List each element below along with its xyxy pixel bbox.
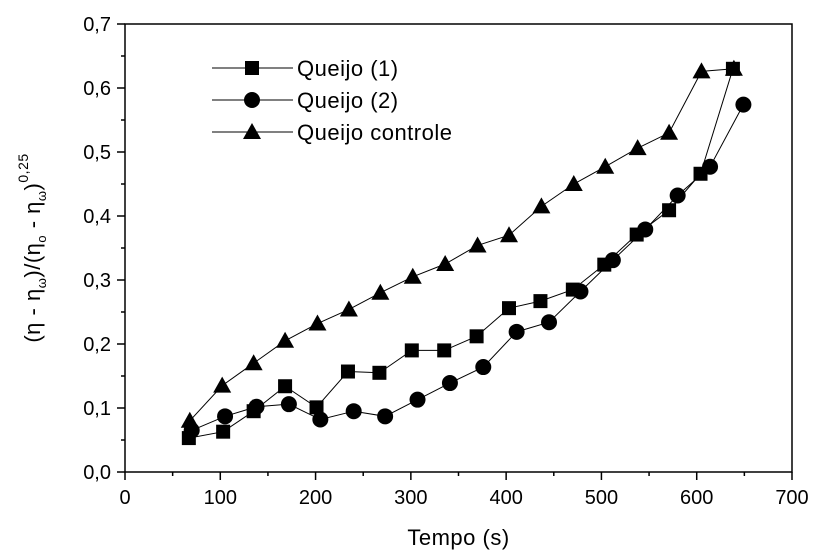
y-axis-title-part: )/(η xyxy=(20,243,45,278)
y-axis-title-part: (η - η xyxy=(20,288,45,342)
triangle-marker xyxy=(628,139,647,156)
circle-marker xyxy=(377,408,394,425)
triangle-marker xyxy=(532,197,551,214)
square-marker xyxy=(245,61,259,75)
triangle-marker xyxy=(724,59,743,76)
triangle-marker xyxy=(692,62,711,79)
circle-marker xyxy=(280,396,297,413)
circle-marker xyxy=(312,411,329,428)
y-tick-label: 0,4 xyxy=(83,206,111,228)
legend: Queijo (1) Queijo (2) Queijo controle xyxy=(212,56,452,145)
triangle-marker xyxy=(371,283,390,300)
triangle-marker xyxy=(180,411,199,428)
circle-marker xyxy=(217,408,234,425)
circle-marker xyxy=(244,92,260,108)
legend-label: Queijo (2) xyxy=(297,88,399,113)
triangle-marker xyxy=(564,175,583,191)
circle-marker xyxy=(572,283,589,300)
series-line xyxy=(191,104,744,431)
triangle-marker xyxy=(308,314,327,331)
triangle-marker xyxy=(243,123,261,139)
y-tick-label: 0,7 xyxy=(83,14,111,36)
series-triangle xyxy=(180,59,743,428)
circle-marker xyxy=(735,96,752,113)
series-line xyxy=(188,68,734,439)
triangle-marker xyxy=(596,157,615,174)
triangle-marker xyxy=(403,267,422,284)
triangle-marker xyxy=(276,331,295,348)
square-marker xyxy=(502,301,517,316)
triangle-marker xyxy=(244,354,263,371)
y-tick-label: 0,0 xyxy=(83,462,111,484)
square-marker xyxy=(309,400,324,415)
circle-marker xyxy=(475,359,492,376)
axes xyxy=(124,23,793,473)
legend-item: Queijo (2) xyxy=(212,88,399,113)
x-tick-label: 0 xyxy=(119,487,130,509)
square-marker xyxy=(340,364,355,379)
ticks: 0 100 200 300 400 500 600 700 0,0 0,1 0,2 0,3 0,4 0,5… xyxy=(83,14,809,509)
circle-marker xyxy=(248,398,265,415)
y-axis-title-part: ω xyxy=(34,278,49,289)
circle-marker xyxy=(441,375,458,392)
circle-marker xyxy=(702,158,719,175)
triangle-marker xyxy=(500,226,519,243)
y-axis-title-part: 0,25 xyxy=(15,153,31,182)
series-line xyxy=(189,68,734,422)
triangle-marker xyxy=(339,300,358,317)
x-tick-label: 300 xyxy=(394,487,427,509)
triangle-marker xyxy=(660,123,679,140)
y-tick-label: 0,6 xyxy=(83,78,111,100)
legend-label: Queijo controle xyxy=(297,120,452,145)
x-tick-label: 500 xyxy=(585,487,618,509)
x-tick-label: 400 xyxy=(489,487,522,509)
y-axis-title: (η - ηω)/(ηo - ηω)0,25 xyxy=(15,153,49,342)
circle-marker xyxy=(409,391,426,408)
series-layer xyxy=(180,59,752,446)
square-marker xyxy=(216,424,231,439)
x-tick-label: 600 xyxy=(680,487,713,509)
y-axis-title-part: ω xyxy=(34,190,49,201)
square-marker xyxy=(437,343,452,358)
triangle-marker xyxy=(213,376,232,393)
y-tick-label: 0,2 xyxy=(83,334,111,356)
x-tick-label: 200 xyxy=(299,487,332,509)
y-axis-title-part: - η xyxy=(20,201,45,235)
legend-item: Queijo (1) xyxy=(212,56,399,81)
square-marker xyxy=(372,365,387,380)
triangle-marker xyxy=(436,255,455,271)
circle-marker xyxy=(541,314,558,331)
circle-marker xyxy=(604,252,621,269)
y-tick-label: 0,1 xyxy=(83,398,111,420)
circle-marker xyxy=(669,187,686,204)
square-marker xyxy=(278,379,293,394)
circle-marker xyxy=(508,323,525,340)
y-tick-label: 0,5 xyxy=(83,142,111,164)
circle-marker xyxy=(637,221,654,238)
y-axis-title-part: o xyxy=(34,235,49,243)
series-square xyxy=(181,61,740,446)
x-tick-label: 100 xyxy=(204,487,237,509)
legend-item: Queijo controle xyxy=(212,120,452,145)
x-axis-title: Tempo (s) xyxy=(407,525,509,550)
y-axis-title-part: ) xyxy=(20,183,45,191)
plot-area-frame xyxy=(124,23,793,473)
legend-label: Queijo (1) xyxy=(297,56,399,81)
square-marker xyxy=(469,329,484,344)
square-marker xyxy=(533,294,548,309)
y-tick-label: 0,3 xyxy=(83,270,111,292)
series-circle xyxy=(183,96,752,439)
square-marker xyxy=(404,343,419,358)
triangle-marker xyxy=(468,236,487,253)
circle-marker xyxy=(345,403,362,420)
x-tick-label: 700 xyxy=(775,487,808,509)
square-marker xyxy=(662,203,677,218)
